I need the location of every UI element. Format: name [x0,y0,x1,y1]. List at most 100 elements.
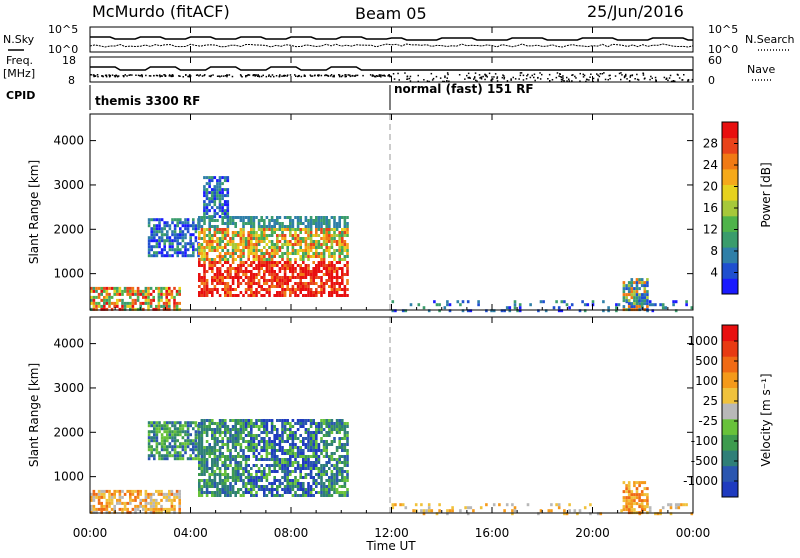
data-cell [205,176,209,180]
data-cell [152,507,155,511]
data-cell [242,252,245,255]
data-cell [178,510,181,514]
data-cell [299,243,302,246]
data-cell [281,291,284,294]
data-cell [294,294,297,297]
data-cell [237,452,240,455]
data-cell [263,279,266,282]
data-cell [343,434,347,437]
data-cell [200,464,204,467]
data-cell [343,240,347,243]
data-cell [237,273,240,276]
data-cell [205,482,209,485]
data-cell [265,494,269,497]
data-cell [229,428,232,431]
data-cell [218,197,222,201]
nave-point [485,75,487,77]
data-cell [312,222,315,225]
data-cell [160,424,164,428]
data-cell [229,219,232,222]
data-cell [328,467,331,470]
data-cell [648,509,652,513]
power-data-cells [90,176,694,313]
data-cell [309,473,313,476]
data-cell [315,431,318,434]
date-title: 25/Jun/2016 [587,2,684,21]
data-cell [224,222,227,225]
nave-point [265,75,268,78]
data-cell [171,248,174,252]
data-cell [226,428,230,431]
nave-point [109,75,111,77]
data-cell [260,464,263,467]
data-cell [625,508,628,512]
data-cell [247,279,250,282]
data-cell [265,476,269,479]
data-cell [322,422,326,425]
data-cell [630,490,634,494]
data-cell [547,509,551,513]
data-cell [155,239,159,243]
data-cell [338,231,341,234]
data-cell [216,431,219,434]
data-cell [283,216,287,219]
data-cell [229,485,232,488]
data-cell [158,424,161,428]
data-cell [221,249,224,252]
data-cell [242,482,245,485]
data-cell [218,482,222,485]
data-cell [312,267,315,270]
nave-tick-bottom: 0 [708,74,715,87]
data-cell [192,442,195,446]
data-cell [328,249,331,252]
data-cell [320,440,323,443]
data-cell [328,279,331,282]
data-cell [315,246,318,249]
data-cell [276,252,279,255]
data-cell [226,191,230,195]
data-cell [304,240,308,243]
nave-point [561,76,563,78]
data-cell [281,246,284,249]
data-cell [242,422,245,425]
data-cell [157,301,161,305]
data-cell [273,425,276,428]
data-cell [218,452,222,455]
data-cell [205,494,209,497]
data-cell [239,276,243,279]
data-cell [160,295,163,299]
data-cell [330,276,334,279]
data-cell [278,467,282,470]
nave-point [353,75,356,77]
data-cell [163,248,166,252]
data-cell [343,464,347,467]
data-cell [160,439,164,443]
nave-point [654,76,657,79]
data-cell [179,218,182,222]
nave-point [294,74,296,76]
data-cell [131,304,135,308]
data-cell [244,243,248,246]
data-cell [341,243,344,246]
data-cell [346,252,349,255]
data-cell [268,482,271,485]
data-cell [171,424,174,428]
data-cell [438,303,441,307]
data-cell [116,286,119,290]
data-cell [168,421,172,425]
data-cell [291,270,295,273]
data-cell [239,464,243,467]
data-cell [116,289,119,293]
data-cell [221,282,224,285]
nave-point [108,74,110,76]
data-cell [163,436,166,440]
data-cell [149,286,153,290]
data-cell [218,176,222,180]
data-cell [252,443,256,446]
nave-point [333,75,335,78]
data-cell [333,270,336,273]
data-cell [221,288,224,291]
data-cell [291,234,295,237]
data-cell [184,421,187,425]
data-cell [322,219,326,222]
